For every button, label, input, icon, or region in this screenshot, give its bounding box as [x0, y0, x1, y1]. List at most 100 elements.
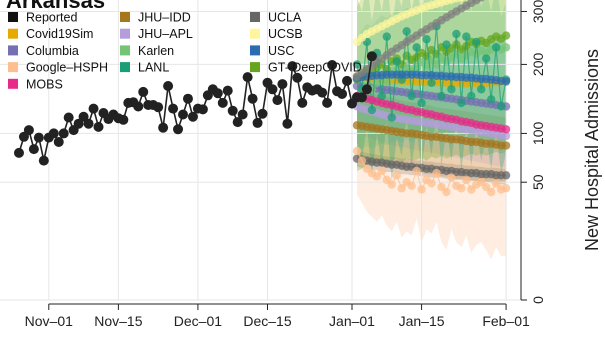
point-lanl — [472, 37, 481, 47]
reported-point — [222, 85, 233, 96]
point-google-hsph — [397, 184, 406, 193]
point-lanl — [407, 91, 416, 101]
point-lanl — [382, 32, 391, 41]
reported-point — [322, 97, 333, 108]
x-tick-label: Feb–01 — [482, 313, 530, 329]
point-lanl — [486, 95, 496, 104]
reported-point — [237, 109, 248, 120]
reported-point — [48, 128, 59, 139]
legend-swatch-gt-deepcovid — [250, 62, 260, 73]
legend-swatch-ucsb — [250, 28, 260, 39]
series-google-hsph — [352, 146, 511, 197]
point-jhu-idd — [501, 141, 511, 150]
reported-point — [28, 144, 39, 155]
point-lanl — [442, 40, 451, 49]
reported-point — [366, 51, 377, 62]
series-lanl — [352, 22, 511, 122]
y-tick-label: 50 — [530, 174, 546, 190]
legend-label-ucla: UCLA — [268, 11, 302, 25]
reported-point — [337, 88, 348, 99]
legend-label-usc: USC — [268, 44, 294, 58]
point-lanl — [447, 85, 456, 94]
legend-swatch-karlen — [120, 45, 130, 56]
point-karlen — [501, 43, 511, 52]
reported-point — [178, 109, 188, 120]
reported-point — [58, 128, 69, 139]
reported-point — [78, 111, 89, 122]
reported-point — [297, 97, 308, 108]
reported-point — [187, 111, 198, 122]
reported-point — [158, 122, 169, 133]
reported-point — [317, 87, 328, 98]
reported-point — [73, 118, 84, 129]
point-google-hsph — [442, 187, 451, 197]
point-google-hsph — [447, 173, 456, 182]
y-tick-label: 300 — [530, 0, 546, 23]
point-lanl — [422, 35, 431, 44]
point-lanl — [402, 27, 411, 36]
reported-point — [327, 60, 338, 71]
reported-point — [242, 72, 253, 83]
legend-label-jhu-apl: JHU–APL — [138, 27, 193, 41]
reported-point — [361, 84, 372, 95]
x-tick-label: Jan–01 — [329, 313, 375, 329]
legend: Reported JHU–IDD UCLA Covid19Sim JHU–APL UCSB… — [8, 11, 362, 91]
point-usc — [501, 77, 511, 86]
point-google-hsph — [457, 184, 466, 193]
reported-point — [33, 132, 44, 143]
legend-label-gt-deepcovid: GT–DeepCOVID — [268, 61, 362, 75]
x-tick-label: Dec–01 — [174, 313, 222, 329]
series-ucla-upper- — [352, 0, 485, 81]
point-google-hsph — [417, 185, 426, 194]
point-lanl — [467, 91, 476, 101]
reported-point — [163, 81, 174, 92]
reported-point — [13, 147, 24, 158]
point-lanl — [452, 29, 461, 39]
reported-series — [13, 51, 377, 166]
legend-swatch-usc — [250, 45, 260, 56]
legend-label-jhu-idd: JHU–IDD — [138, 11, 191, 25]
point-google-hsph — [377, 166, 387, 176]
legend-swatch-google-hsph — [8, 62, 18, 73]
reported-point — [227, 105, 238, 116]
point-google-hsph — [462, 175, 471, 185]
reported-point — [356, 92, 367, 103]
series-ucsb — [352, 0, 469, 47]
reported-point — [182, 93, 193, 104]
point-lanl — [496, 102, 506, 111]
y-tick-label: 0 — [530, 296, 546, 304]
reported-point — [118, 114, 129, 125]
point-gt-deepcovid — [501, 31, 511, 40]
point-ucla-upper- — [477, 0, 485, 2]
legend-swatch-columbia — [8, 45, 18, 56]
reported-point — [277, 79, 288, 90]
point-ucsb — [452, 0, 461, 3]
point-google-hsph — [357, 156, 367, 165]
y-tick-label: 200 — [530, 53, 546, 77]
reported-point — [212, 88, 223, 99]
legend-label-karlen: Karlen — [138, 44, 174, 58]
point-ucsb — [464, 0, 469, 1]
point-ucsb — [458, 0, 465, 2]
point-google-hsph — [432, 168, 441, 178]
point-google-hsph — [501, 184, 511, 193]
reported-point — [138, 86, 149, 97]
reported-point — [173, 124, 184, 135]
point-google-hsph — [407, 181, 416, 190]
point-mobs — [501, 125, 511, 134]
x-tick-label: Jan–15 — [399, 313, 445, 329]
point-google-hsph — [491, 179, 501, 188]
reported-point — [292, 72, 303, 83]
point-lanl — [491, 43, 501, 52]
point-jhu-apl — [501, 131, 511, 141]
point-lanl — [427, 78, 436, 87]
reported-point — [342, 75, 353, 86]
reported-point — [93, 121, 104, 132]
reported-point — [282, 118, 293, 129]
point-google-hsph — [486, 187, 496, 197]
axes: 0 50 100 200 300 Nov–01 Nov–15 Dec–01 Dec–15 Jan–… — [25, 0, 546, 329]
x-tick-label: Dec–15 — [243, 313, 291, 329]
reported-point — [133, 101, 144, 112]
point-lanl — [477, 85, 486, 94]
